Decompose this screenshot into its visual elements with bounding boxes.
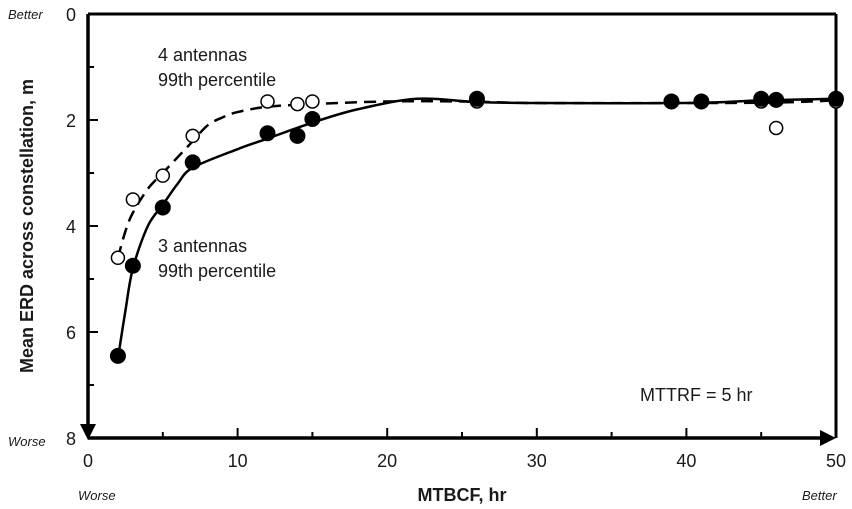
- data-point-3-antennas: [109, 347, 126, 364]
- x-tick-label: 30: [527, 451, 547, 471]
- data-point-4-antennas: [290, 96, 305, 112]
- data-point-3-antennas: [663, 93, 680, 110]
- data-point-3-antennas: [768, 91, 785, 108]
- x-tick-label: 50: [826, 451, 846, 471]
- x-worse-label: Worse: [78, 488, 116, 503]
- data-point-3-antennas: [259, 125, 276, 142]
- series-points: [109, 90, 844, 364]
- data-point-4-antennas: [260, 94, 275, 109]
- x-axis-title: MTBCF, hr: [418, 485, 507, 505]
- y-ticks: 0 2 4 6 8: [66, 5, 98, 449]
- x-ticks: 0 10 20 30 40 50: [83, 428, 846, 471]
- series-3-antennas-curve: [116, 97, 837, 359]
- series-label-4-antennas-line1: 4 antennas: [158, 45, 247, 65]
- y-tick-label: 6: [66, 323, 76, 343]
- y-axis-arrow-icon: [80, 424, 96, 440]
- y-worse-label: Worse: [8, 434, 46, 449]
- x-better-label: Better: [802, 488, 837, 503]
- series-label-3-antennas-line2: 99th percentile: [158, 261, 276, 281]
- x-tick-label: 10: [228, 451, 248, 471]
- x-axis-arrow-icon: [820, 430, 836, 446]
- y-tick-label: 4: [66, 217, 76, 237]
- x-tick-label: 0: [83, 451, 93, 471]
- y-axis-title: Mean ERD across constellation, m: [17, 79, 37, 373]
- y-tick-label: 8: [66, 429, 76, 449]
- y-tick-label: 0: [66, 5, 76, 25]
- data-point-3-antennas: [289, 127, 306, 144]
- data-point-4-antennas: [125, 192, 141, 207]
- data-point-3-antennas: [184, 154, 201, 171]
- series-4-antennas-curve: [116, 99, 837, 259]
- mttrf-annotation: MTTRF = 5 hr: [640, 385, 753, 405]
- data-point-3-antennas: [693, 93, 710, 110]
- data-point-3-antennas: [468, 90, 485, 107]
- data-point-4-antennas: [305, 94, 320, 109]
- y-tick-label: 2: [66, 111, 76, 131]
- data-point-4-antennas: [185, 128, 200, 144]
- series-label-4-antennas-line2: 99th percentile: [158, 70, 276, 90]
- data-point-4-antennas: [155, 168, 171, 183]
- data-point-4-antennas: [768, 120, 784, 136]
- data-point-3-antennas: [828, 90, 844, 107]
- data-point-3-antennas: [753, 90, 770, 107]
- series-curves: [116, 97, 837, 359]
- data-point-3-antennas: [154, 199, 171, 216]
- series-label-3-antennas-line1: 3 antennas: [158, 236, 247, 256]
- data-point-4-antennas: [110, 250, 126, 266]
- data-point-3-antennas: [124, 257, 141, 274]
- x-tick-label: 20: [377, 451, 397, 471]
- y-better-label: Better: [8, 7, 43, 22]
- x-tick-label: 40: [676, 451, 696, 471]
- data-point-3-antennas: [304, 110, 321, 127]
